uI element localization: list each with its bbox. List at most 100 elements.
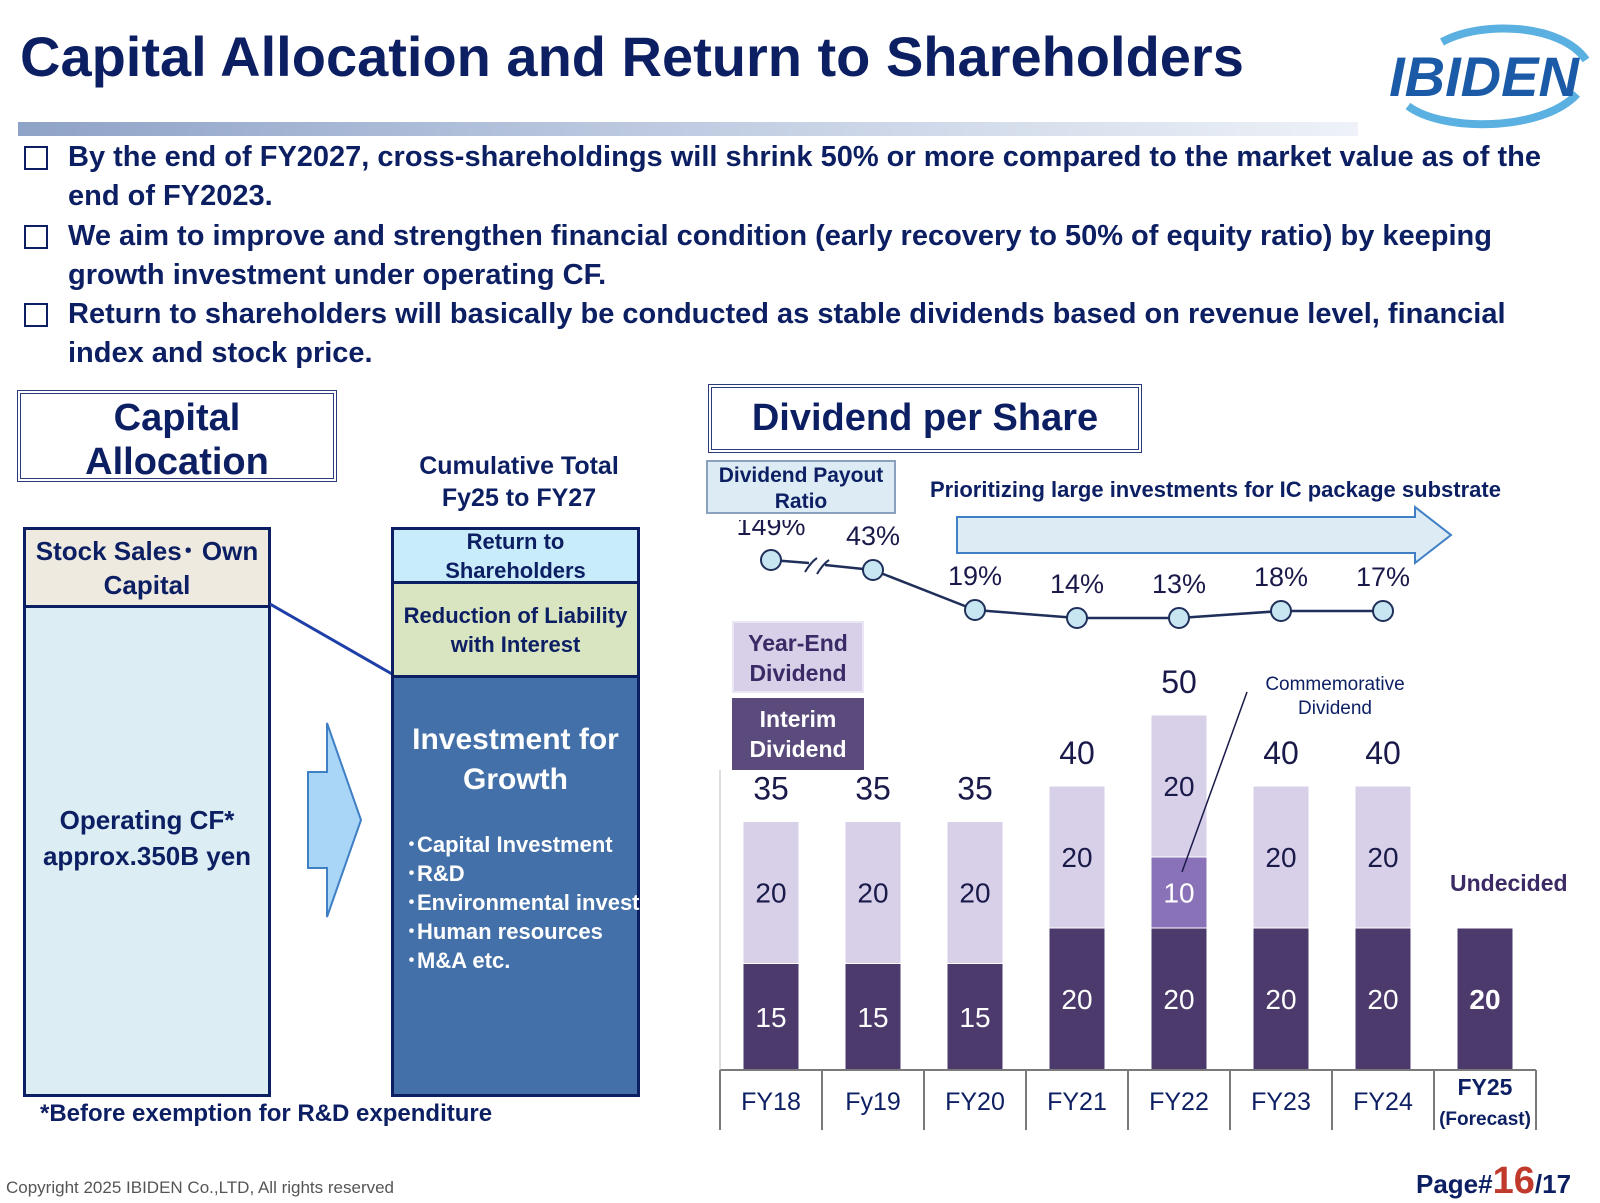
payout-label: 14% — [1050, 569, 1104, 599]
dividend-title: Dividend per Share — [708, 384, 1142, 453]
year-end-bar — [742, 821, 800, 964]
bar-data-label: 15 — [857, 1002, 888, 1033]
bar-data-label: 15 — [755, 1002, 786, 1033]
x-tick-label: FY24 — [1353, 1088, 1413, 1116]
payout-label: 17% — [1356, 562, 1410, 592]
bar-total-label: 40 — [1263, 735, 1299, 771]
year-end-bar — [844, 821, 902, 964]
bar-data-label: 20 — [1265, 842, 1296, 873]
payout-label: 43% — [846, 521, 900, 551]
payout-point — [1270, 600, 1292, 622]
payout-point — [1066, 607, 1088, 629]
bar-data-label: 20 — [857, 878, 888, 909]
page-title: Capital Allocation and Return to Shareho… — [20, 25, 1244, 88]
funding-sources-column: Stock Sales･ Own Capital Operating CF* a… — [23, 527, 271, 1097]
checkbox-icon — [24, 225, 48, 249]
copyright: Copyright 2025 IBIDEN Co.,LTD, All right… — [6, 1178, 395, 1197]
bar-data-label: 20 — [1469, 984, 1500, 1015]
checkbox-icon — [24, 146, 48, 170]
list-item: ･M&A etc. — [406, 948, 511, 973]
x-tick-label: FY18 — [741, 1088, 801, 1116]
interim-bar — [1048, 927, 1106, 1071]
connector-line — [270, 602, 393, 676]
interim-bar — [1456, 927, 1514, 1071]
year-end-bar — [946, 821, 1004, 964]
bar-data-label: 20 — [959, 878, 990, 909]
x-tick-label: FY21 — [1047, 1088, 1107, 1116]
interim-bar — [1354, 927, 1412, 1071]
x-tick-label: Fy19 — [845, 1088, 901, 1116]
x-tick-label: FY25 — [1458, 1074, 1513, 1100]
title-divider — [18, 122, 1358, 136]
direction-arrow-icon — [956, 505, 1453, 566]
bar-data-label: 20 — [1163, 984, 1194, 1015]
bar-total-label: 50 — [1161, 664, 1197, 700]
x-tick-label: (Forecast) — [1439, 1109, 1531, 1130]
interim-bar — [946, 963, 1004, 1071]
interim-legend: Interim Dividend — [732, 698, 864, 770]
axis-break-icon — [816, 559, 830, 575]
year-end-bar — [1252, 785, 1310, 929]
commemorative-pointer — [1181, 691, 1248, 873]
bar-data-label: 20 — [1061, 984, 1092, 1015]
payout-line-segment — [974, 608, 1078, 620]
payout-line-segment — [1178, 609, 1282, 620]
payout-line-segment — [872, 568, 976, 612]
bar-data-label: 20 — [1061, 842, 1092, 873]
bar-total-label: 35 — [855, 771, 891, 807]
dividend-chart: 15 20 35 15 20 35 15 20 35 20 20 40 20 10 20 50 20 20 40 20… — [719, 520, 1537, 1130]
commemorative-label: Commemorative Dividend — [1265, 674, 1405, 719]
x-tick-label: FY20 — [945, 1088, 1005, 1116]
cumulative-label: Cumulative Total Fy25 to FY27 — [419, 452, 619, 512]
bar-data-label: 20 — [755, 878, 786, 909]
undecided-label: Undecided — [1450, 870, 1568, 896]
bar-total-label: 40 — [1365, 735, 1401, 771]
payout-label: 149% — [736, 520, 805, 541]
interim-bar — [1252, 927, 1310, 1071]
list-item: ･Environmental investment — [406, 890, 693, 915]
logo-text: IBIDEN — [1389, 45, 1580, 108]
arrow-label: Prioritizing large investments for IC pa… — [930, 477, 1501, 502]
uses-of-funds-column: Return to Shareholders Reduction of Liab… — [391, 527, 693, 1097]
list-item: ･R&D — [406, 861, 465, 886]
bar-data-label: 20 — [1163, 771, 1194, 802]
payout-point — [1168, 607, 1190, 629]
operating-cf-label: Operating CF* approx.350B yen — [42, 805, 252, 871]
interim-bar — [742, 963, 800, 1071]
bar-total-label: 40 — [1059, 735, 1095, 771]
payout-point — [964, 599, 986, 621]
investment-items-list: ･Capital Investment ･R&D ･Environmental … — [406, 830, 693, 975]
payout-point — [1372, 600, 1394, 622]
capital-allocation-title: Capital Allocation — [17, 390, 337, 483]
footnote: *Before exemption for R&D expenditure — [40, 1100, 493, 1127]
bar-data-label: 15 — [959, 1002, 990, 1033]
flow-arrow-icon — [307, 722, 363, 918]
bar-total-label: 35 — [753, 771, 789, 807]
payout-point — [760, 549, 782, 571]
bar-data-label: 20 — [1367, 984, 1398, 1015]
checkbox-icon — [24, 303, 48, 327]
bullet-2: We aim to improve and strengthen financi… — [24, 217, 1584, 295]
company-logo: IBIDEN — [1389, 24, 1590, 129]
x-tick-label: FY23 — [1251, 1088, 1311, 1116]
x-tick-label: FY22 — [1149, 1088, 1209, 1116]
payout-label: 18% — [1254, 562, 1308, 592]
list-item: ･Capital Investment — [406, 832, 613, 857]
reduction-liability-cell: Reduction of Liability with Interest — [394, 584, 637, 678]
return-to-shareholders-cell: Return to Shareholders — [394, 529, 637, 584]
bullet-1: By the end of FY2027, cross-shareholding… — [24, 138, 1584, 216]
year-end-bar — [1150, 714, 1208, 858]
payout-point — [862, 559, 884, 581]
bar-total-label: 35 — [957, 771, 993, 807]
list-item: ･Human resources — [406, 919, 603, 944]
stock-sales-cell: Stock Sales･ Own Capital — [26, 530, 268, 608]
year-end-legend: Year-End Dividend — [732, 621, 864, 693]
bar-data-label: 10 — [1163, 878, 1194, 909]
bullet-3: Return to shareholders will basically be… — [24, 295, 1584, 373]
payout-label: 13% — [1152, 569, 1206, 599]
bar-data-label: 20 — [1367, 842, 1398, 873]
investment-growth-title: Investment for Growth — [412, 723, 619, 796]
page-indicator: Page#16/17 — [1416, 1160, 1572, 1202]
year-end-bar — [1048, 785, 1106, 929]
bar-data-label: 20 — [1265, 984, 1296, 1015]
